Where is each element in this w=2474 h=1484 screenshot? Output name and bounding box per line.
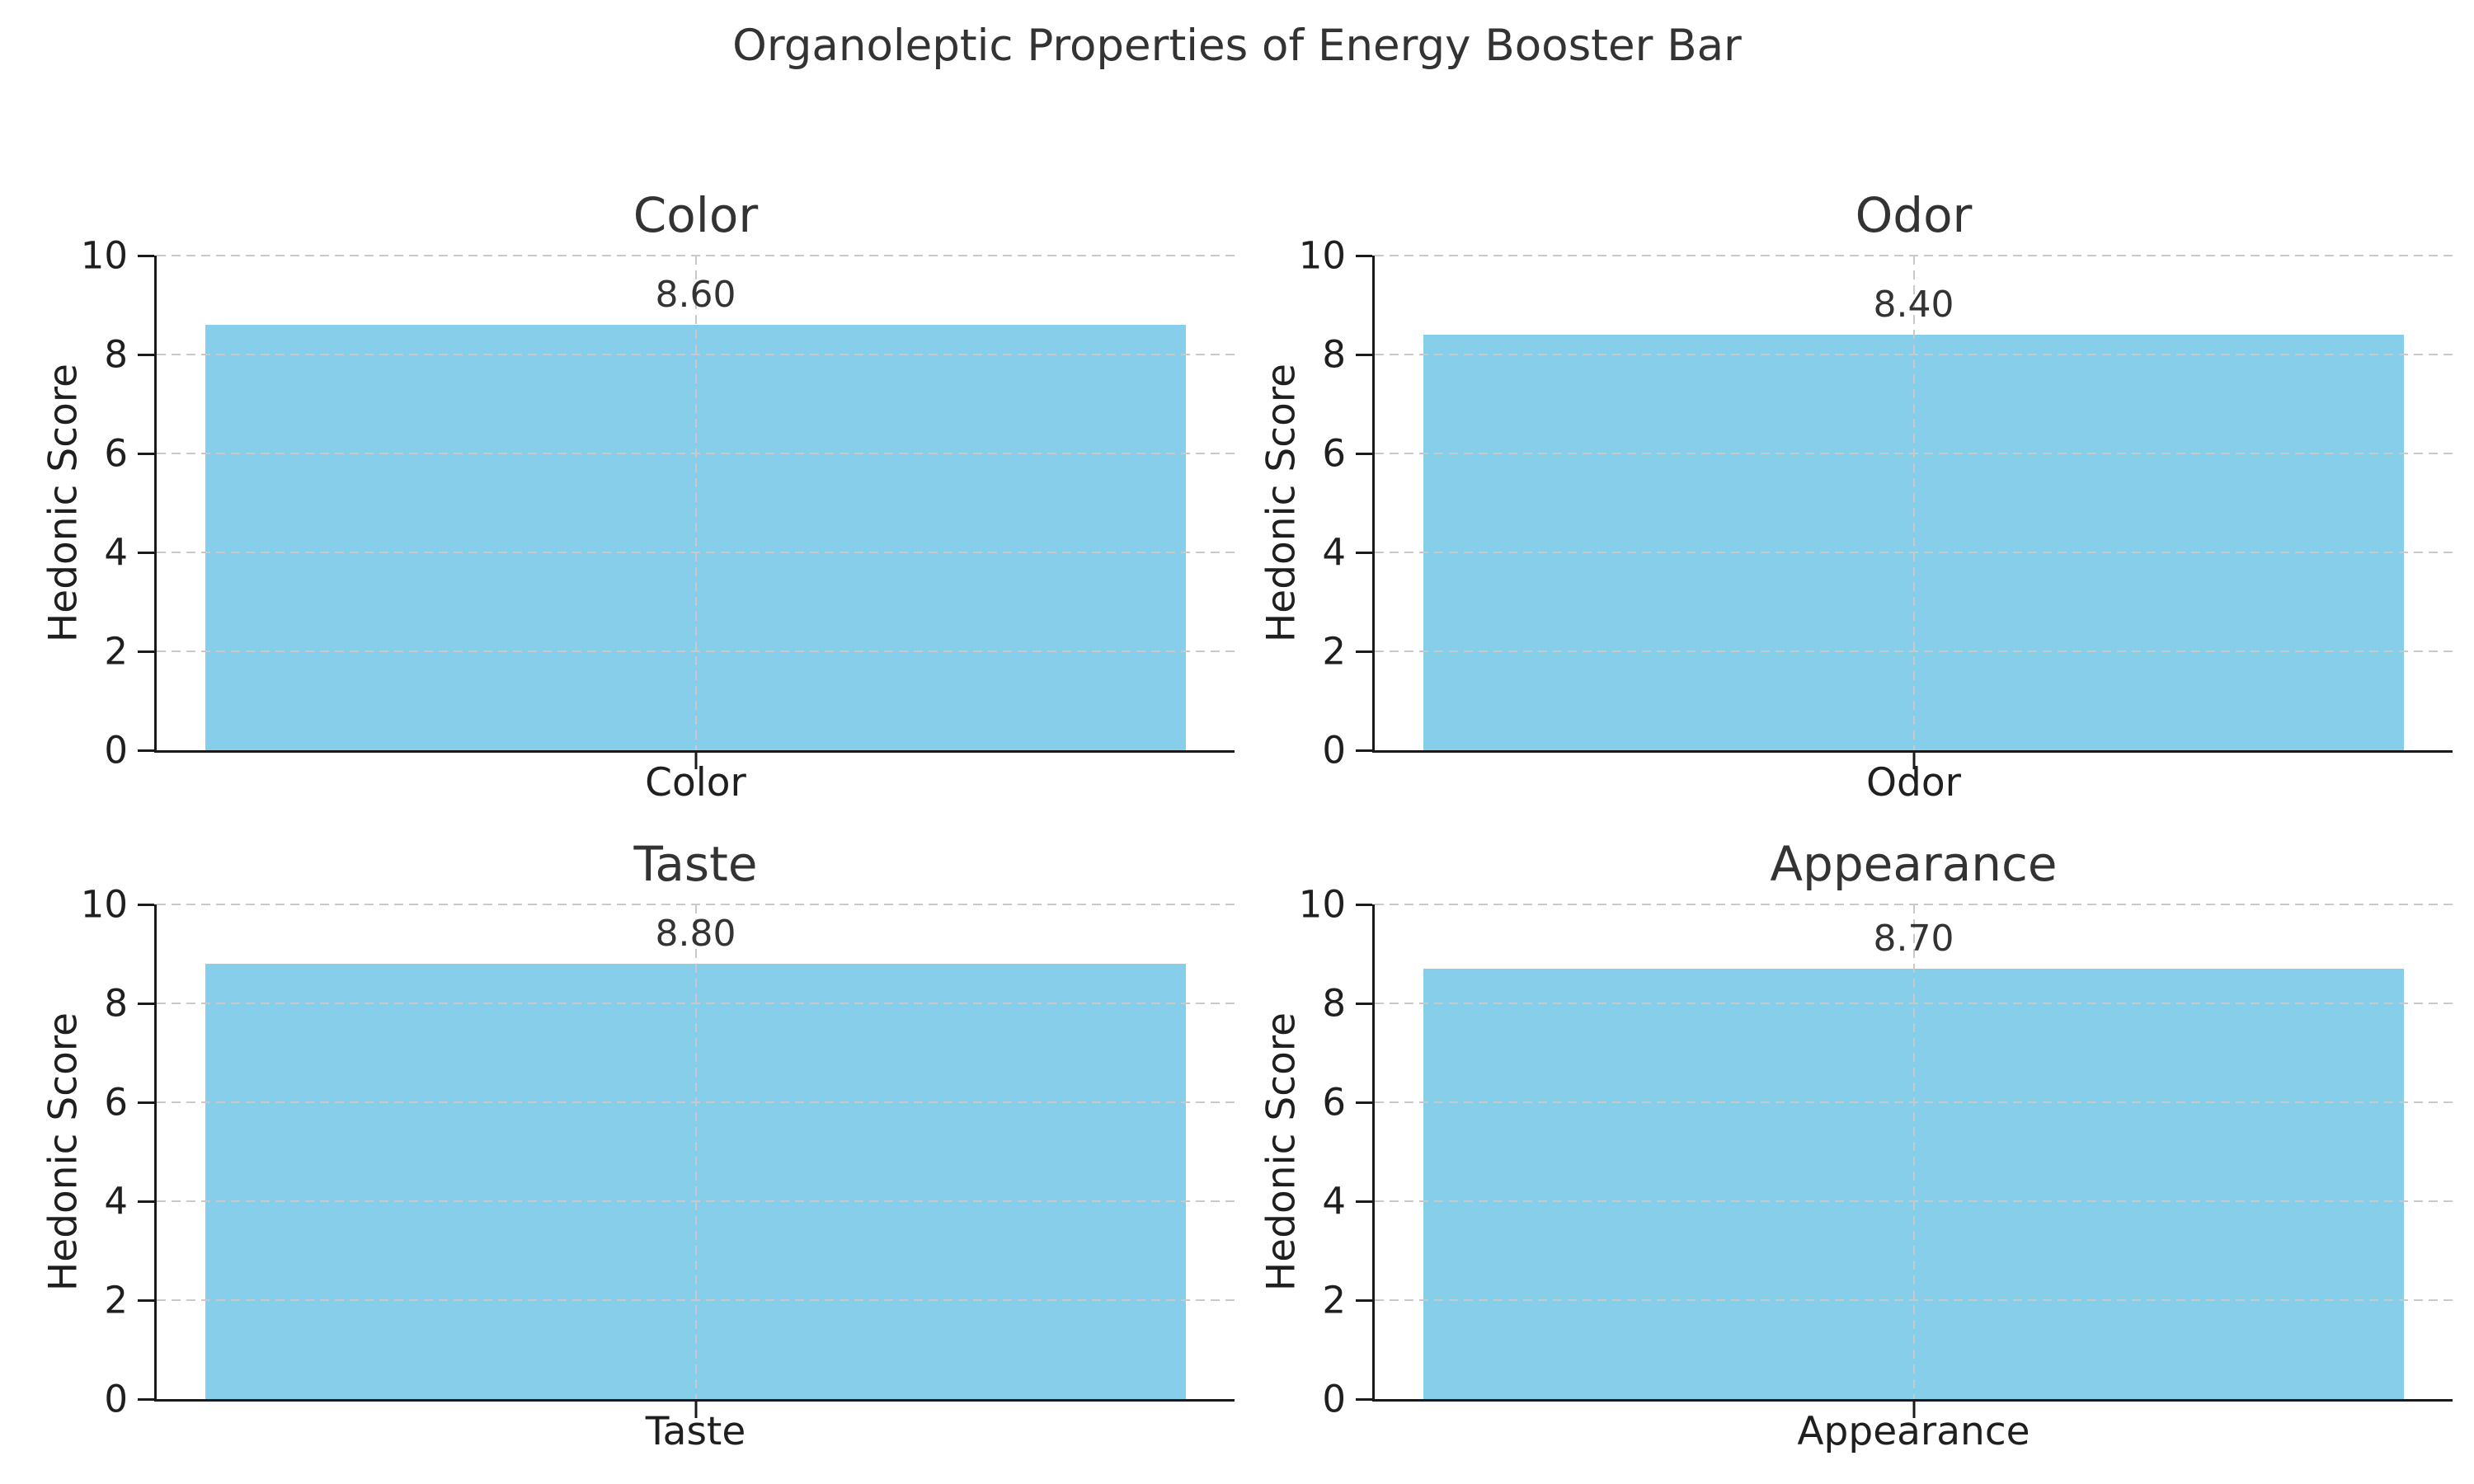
subplot-color: Color Hedonic Score 8.60 0 2 4 6 8 10 Color	[41, 189, 1235, 805]
gridline-horizontal	[157, 255, 1235, 256]
y-tick-mark	[138, 903, 154, 906]
x-tick-label: Appearance	[1797, 1409, 2030, 1454]
y-tick-label: 2	[1322, 1278, 1346, 1322]
y-tick-label: 0	[104, 728, 128, 773]
y-tick-mark	[1356, 650, 1372, 653]
y-tick-label: 10	[80, 882, 128, 927]
y-axis-label: Hedonic Score	[1258, 363, 1305, 643]
y-tick-mark	[138, 1397, 154, 1401]
bar-value-label: 8.70	[1873, 918, 1954, 960]
y-tick-label: 8	[1322, 332, 1346, 377]
y-tick-label: 4	[1322, 1179, 1346, 1223]
x-tick-label: Odor	[1866, 760, 1961, 805]
gridline-horizontal	[1375, 255, 2453, 256]
y-tick-label: 10	[80, 233, 128, 278]
y-tick-label: 6	[104, 431, 128, 476]
bar	[205, 325, 1186, 750]
y-tick-label: 2	[104, 1278, 128, 1322]
subplot-title: Taste	[633, 836, 758, 893]
y-tick-mark	[138, 1200, 154, 1203]
y-tick-label: 2	[104, 629, 128, 674]
y-tick-mark	[1356, 1397, 1372, 1401]
y-tick-mark	[138, 254, 154, 257]
subplot-title: Color	[633, 187, 759, 244]
y-tick-mark	[138, 452, 154, 455]
gridline-horizontal	[157, 904, 1235, 905]
y-tick-mark	[1356, 1200, 1372, 1203]
y-tick-label: 8	[104, 332, 128, 377]
subplot-title: Odor	[1855, 187, 1973, 244]
y-tick-label: 4	[104, 530, 128, 575]
y-tick-mark	[1356, 1298, 1372, 1302]
y-tick-mark	[138, 749, 154, 752]
x-tick-mark	[694, 753, 697, 769]
y-tick-label: 2	[1322, 629, 1346, 674]
y-tick-label: 10	[1298, 882, 1346, 927]
y-tick-mark	[138, 1298, 154, 1302]
subplot-appearance: Appearance Hedonic Score 8.70 0 2 4 6 8 10 Ap…	[1259, 838, 2453, 1454]
y-tick-label: 6	[104, 1080, 128, 1125]
y-tick-mark	[1356, 1002, 1372, 1005]
bar-value-label: 8.80	[655, 913, 736, 955]
y-tick-mark	[138, 1101, 154, 1104]
y-tick-label: 0	[1322, 1377, 1346, 1421]
x-tick-label: Color	[645, 760, 746, 805]
bar	[1423, 969, 2404, 1399]
x-tick-mark	[694, 1402, 697, 1418]
y-tick-mark	[138, 1002, 154, 1005]
y-tick-label: 10	[1298, 233, 1346, 278]
y-tick-label: 0	[1322, 728, 1346, 773]
plot-area: 8.80 0 2 4 6 8 10	[81, 886, 1235, 1418]
x-tick-label: Taste	[645, 1409, 746, 1454]
y-tick-label: 8	[104, 981, 128, 1026]
y-tick-mark	[138, 650, 154, 653]
y-tick-label: 8	[1322, 981, 1346, 1026]
y-axis-label: Hedonic Score	[40, 363, 87, 643]
subplot-title: Appearance	[1770, 836, 2058, 893]
y-tick-mark	[1356, 452, 1372, 455]
bar-value-label: 8.60	[655, 274, 736, 316]
y-axis-label: Hedonic Score	[1258, 1012, 1305, 1292]
x-tick-mark	[1912, 753, 1915, 769]
y-tick-label: 0	[104, 1377, 128, 1421]
y-tick-mark	[1356, 749, 1372, 752]
plot-area: 8.60 0 2 4 6 8 10	[81, 237, 1235, 769]
gridline-horizontal	[1375, 904, 2453, 905]
y-tick-mark	[138, 353, 154, 356]
x-tick-mark	[1912, 1402, 1915, 1418]
y-tick-mark	[1356, 353, 1372, 356]
subplot-taste: Taste Hedonic Score 8.80 0 2 4 6 8 10 Taste	[41, 838, 1235, 1454]
y-axis-label: Hedonic Score	[40, 1012, 87, 1292]
bar-value-label: 8.40	[1873, 284, 1954, 326]
y-tick-mark	[1356, 903, 1372, 906]
y-tick-mark	[1356, 254, 1372, 257]
bar	[205, 964, 1186, 1399]
bar	[1423, 335, 2404, 750]
y-tick-label: 4	[1322, 530, 1346, 575]
plot-area: 8.70 0 2 4 6 8 10	[1299, 886, 2453, 1418]
figure-title: Organoleptic Properties of Energy Booste…	[732, 21, 1742, 71]
subplot-odor: Odor Hedonic Score 8.40 0 2 4 6 8 10 Odor	[1259, 189, 2453, 805]
y-tick-label: 6	[1322, 1080, 1346, 1125]
y-tick-mark	[138, 551, 154, 554]
y-tick-mark	[1356, 551, 1372, 554]
y-tick-mark	[1356, 1101, 1372, 1104]
y-tick-label: 4	[104, 1179, 128, 1223]
y-tick-label: 6	[1322, 431, 1346, 476]
plot-area: 8.40 0 2 4 6 8 10	[1299, 237, 2453, 769]
